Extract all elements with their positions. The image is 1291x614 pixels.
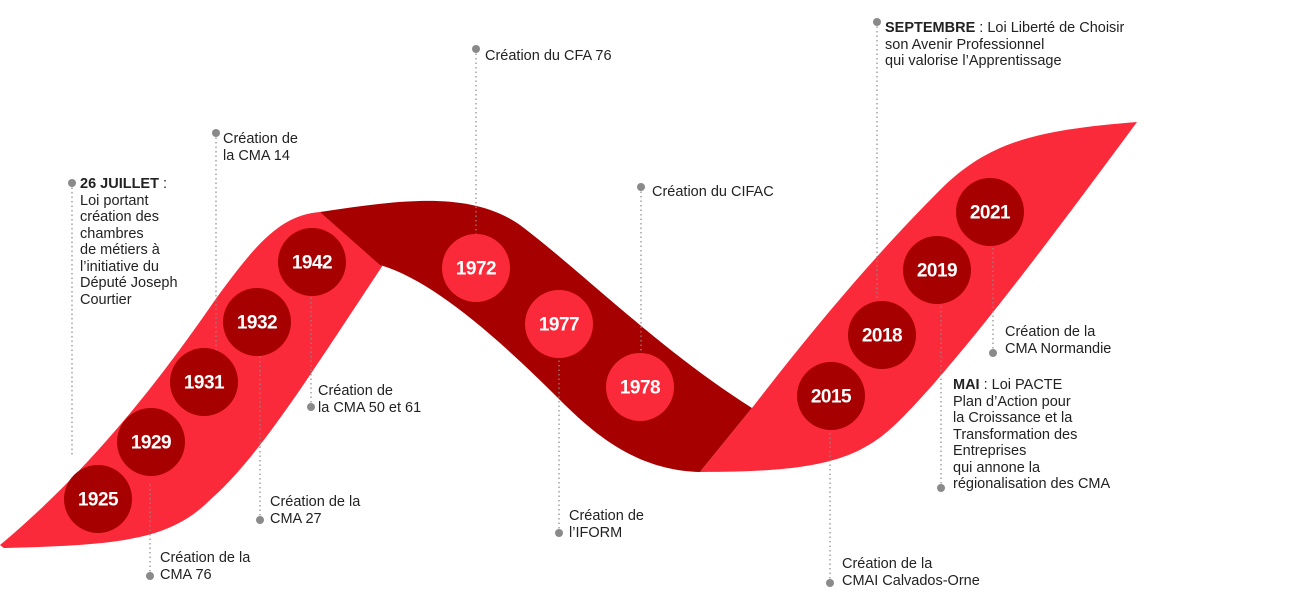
year-circle-2021	[956, 178, 1024, 246]
year-circle-2018	[848, 301, 916, 369]
milestone-text-2018: : Loi Liberté de Choisir son Avenir Prof…	[885, 20, 1125, 69]
connector-dot-2019	[937, 484, 945, 492]
milestone-note-1978: Création du CIFAC	[652, 184, 774, 201]
milestone-date-1929: 26 JUILLET	[80, 176, 159, 192]
year-circle-2015	[797, 362, 865, 430]
year-circle-1972	[442, 234, 510, 302]
milestone-note-1932: Création de la CMA 27	[270, 494, 360, 527]
year-label-1925: 1925	[78, 490, 119, 511]
year-circle-1929	[117, 408, 185, 476]
milestone-note-1925: Création de la CMA 76	[160, 550, 250, 583]
year-circle-1931	[170, 348, 238, 416]
milestone-note-1929: 26 JUILLET : Loi portant création des ch…	[80, 176, 178, 308]
milestone-note-2019: MAI : Loi PACTE Plan d’Action pour la Cr…	[953, 377, 1110, 493]
connector-dot-1925	[146, 572, 154, 580]
milestone-text-1929: : Loi portant création des chambres de m…	[80, 176, 178, 308]
year-label-1978: 1978	[620, 378, 660, 399]
connector-dot-1932	[256, 516, 264, 524]
milestone-text-2019: : Loi PACTE Plan d’Action pour la Croiss…	[953, 377, 1111, 492]
milestone-date-2018: SEPTEMBRE	[885, 20, 976, 36]
milestone-note-2021: Création de la CMA Normandie	[1005, 324, 1111, 357]
connector-dot-2018	[873, 18, 881, 26]
milestone-note-1977: Création de l’IFORM	[569, 508, 644, 541]
connector-dot-1972	[472, 45, 480, 53]
year-label-1929: 1929	[131, 433, 171, 454]
milestone-note-2018: SEPTEMBRE : Loi Liberté de Choisir son A…	[885, 20, 1124, 70]
year-circle-1978	[606, 353, 674, 421]
milestone-text-1931: Création de la CMA 14	[223, 131, 298, 164]
connector-dot-2015	[826, 579, 834, 587]
year-label-1942: 1942	[292, 253, 332, 274]
connector-dot-2021	[989, 349, 997, 357]
year-circle-1977	[525, 290, 593, 358]
milestone-text-1925: Création de la CMA 76	[160, 550, 251, 583]
milestone-note-2015: Création de la CMAI Calvados-Orne	[842, 556, 980, 589]
milestone-note-1931: Création de la CMA 14	[223, 131, 298, 164]
year-circle-2019	[903, 236, 971, 304]
milestone-date-2019: MAI	[953, 377, 980, 393]
milestone-note-1972: Création du CFA 76	[485, 48, 612, 65]
milestone-text-2021: Création de la CMA Normandie	[1005, 324, 1112, 357]
year-label-1931: 1931	[184, 373, 225, 394]
year-label-2018: 2018	[862, 326, 902, 347]
year-circle-1932	[223, 288, 291, 356]
milestone-note-1942: Création de la CMA 50 et 61	[318, 383, 421, 416]
year-label-1972: 1972	[456, 259, 496, 280]
milestone-text-1972: Création du CFA 76	[485, 48, 612, 64]
year-label-2015: 2015	[811, 387, 852, 408]
connector-dot-1942	[307, 403, 315, 411]
milestone-text-1977: Création de l’IFORM	[569, 508, 644, 541]
connector-dot-1929	[68, 179, 76, 187]
connector-dot-1978	[637, 183, 645, 191]
milestone-text-1932: Création de la CMA 27	[270, 494, 361, 527]
year-label-2021: 2021	[970, 203, 1011, 224]
milestone-text-2015: Création de la CMAI Calvados-Orne	[842, 556, 980, 589]
year-circle-1925	[64, 465, 132, 533]
year-label-2019: 2019	[917, 261, 957, 282]
connector-dot-1977	[555, 529, 563, 537]
year-label-1977: 1977	[539, 315, 579, 336]
year-label-1932: 1932	[237, 313, 277, 334]
milestone-text-1942: Création de la CMA 50 et 61	[318, 383, 422, 416]
year-circle-1942	[278, 228, 346, 296]
connector-dot-1931	[212, 129, 220, 137]
milestone-text-1978: Création du CIFAC	[652, 184, 774, 200]
